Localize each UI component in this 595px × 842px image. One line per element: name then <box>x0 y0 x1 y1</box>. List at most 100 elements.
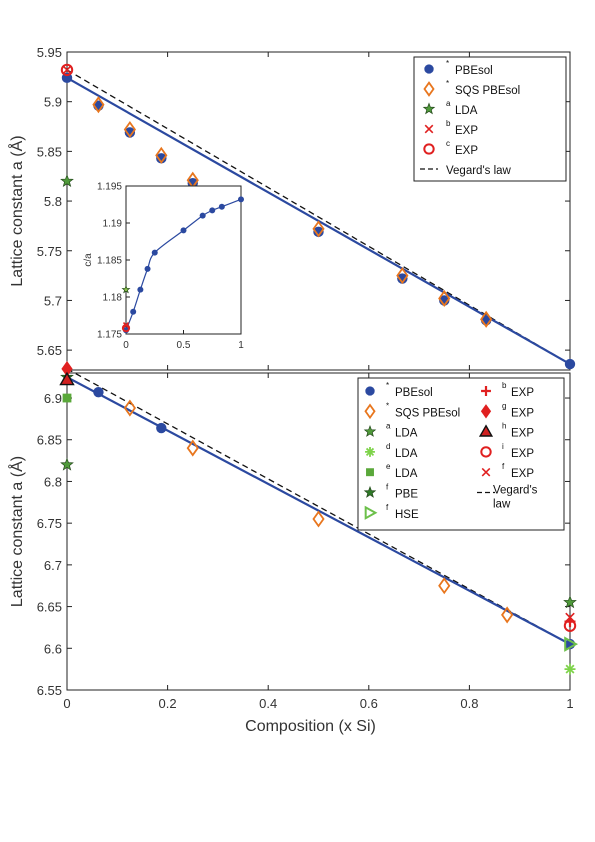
bottom-point-9-0-shape <box>59 371 75 386</box>
top-legend-marker-0 <box>424 64 434 74</box>
bottom-y-axis-label: Lattice constant a (Å) <box>7 456 26 607</box>
bottom-legend-marker-7-shape <box>481 386 491 396</box>
top-point-1-0-shape <box>92 96 105 114</box>
bottom-x-tick-label: 0.2 <box>159 696 177 711</box>
bottom-legend-label-7: EXP <box>511 387 534 399</box>
top-point-0-7-shape <box>397 273 408 284</box>
top-legend-marker-4-shape <box>423 143 435 155</box>
bottom-point-10-0-shape <box>563 619 577 632</box>
inset-y-tick-label: 1.19 <box>103 219 123 230</box>
bottom-legend-marker-8 <box>480 404 492 419</box>
top-y-axis-label: Lattice constant a (Å) <box>7 135 26 286</box>
top-point-0-6-shape <box>313 226 324 238</box>
top-y-tick-label: 5.65 <box>37 343 62 358</box>
top-legend-label-1: SQS PBEsol <box>455 85 520 97</box>
bottom-legend-sup-8: g <box>502 401 506 410</box>
bottom-legend-sup-7: b <box>502 381 507 390</box>
top-y-tick-label: 5.8 <box>44 194 62 209</box>
top-y-tick-label: 5.75 <box>37 244 62 259</box>
bottom-point-4-0-shape <box>62 393 72 403</box>
bottom-point-1-0 <box>123 399 136 417</box>
inset-point <box>180 227 187 234</box>
inset-y-axis-label: c/a <box>83 253 94 267</box>
top-legend-sup-0: * <box>446 59 449 68</box>
top-point-2-0-shape <box>60 173 74 188</box>
top-point-1-6-shape <box>438 289 451 307</box>
inset-x-tick-label: 1 <box>238 340 244 351</box>
bottom-x-tick-label: 0 <box>63 696 70 711</box>
bottom-legend-marker-2 <box>363 425 377 437</box>
top-point-2-0 <box>60 173 74 188</box>
top-point-3-0 <box>62 65 72 75</box>
top-vegard-line <box>66 69 571 365</box>
inset-point <box>199 212 206 219</box>
bottom-y-tick-label: 6.75 <box>37 516 62 531</box>
top-point-3-0-shape <box>62 65 72 75</box>
top-point-0-2-shape <box>124 127 136 138</box>
bottom-legend-label-2: LDA <box>395 428 418 440</box>
bottom-legend-sup-6: f <box>386 503 389 512</box>
top-point-1-2 <box>155 146 168 164</box>
top-legend-sup-1: * <box>446 79 449 88</box>
top-point-0-3-shape <box>156 153 167 164</box>
top-point-0-6 <box>313 226 324 238</box>
bottom-x-tick-label: 0.4 <box>259 696 277 711</box>
bottom-legend-marker-3 <box>365 446 375 457</box>
bottom-legend-marker-0-shape <box>365 386 375 396</box>
bottom-point-10-0 <box>563 619 577 632</box>
bottom-legend-marker-11-shape <box>481 467 491 477</box>
top-point-1-5-shape <box>396 267 409 285</box>
top-point-0-7 <box>397 273 408 284</box>
bottom-point-6-0-shape <box>564 636 579 652</box>
bottom-legend-marker-7 <box>481 386 491 396</box>
top-legend-marker-3 <box>424 124 434 134</box>
bottom-y-tick-label: 6.9 <box>44 391 62 406</box>
bottom-legend-label-0: PBEsol <box>395 387 433 399</box>
bottom-legend-marker-0 <box>365 386 375 396</box>
top-legend-marker-1 <box>423 81 435 97</box>
inset-point <box>130 308 137 315</box>
bottom-point-3-0 <box>564 663 576 675</box>
bottom-vegard-line <box>66 368 571 645</box>
bottom-legend-sup-0: * <box>386 381 389 390</box>
bottom-y-tick-label: 6.85 <box>37 433 62 448</box>
bottom-point-2-0-shape <box>60 457 74 471</box>
top-point-1-4 <box>312 220 325 238</box>
bottom-point-3-0-shape <box>564 663 576 675</box>
bottom-y-tick-label: 6.8 <box>44 474 62 489</box>
inset-y-tick-label: 1.18 <box>103 293 123 304</box>
inset-point <box>151 249 158 256</box>
bottom-point-9-0 <box>59 371 75 386</box>
bottom-point-11-0 <box>565 612 575 623</box>
top-legend-label-0: PBEsol <box>455 65 493 77</box>
top-legend-label-2: LDA <box>455 105 478 117</box>
top-plot-frame <box>66 51 571 371</box>
x-axis-label: Composition (x Si) <box>245 718 376 735</box>
bottom-point-1-4-shape <box>501 606 514 624</box>
bottom-legend-marker-10-shape <box>480 446 492 458</box>
bottom-legend-marker-2-shape <box>363 425 377 437</box>
bottom-x-tick-label: 0.8 <box>460 696 478 711</box>
bottom-legend-marker-11 <box>481 467 491 477</box>
bottom-y-tick-label: 6.6 <box>44 641 62 656</box>
inset-frame <box>125 185 242 335</box>
top-legend-marker-4 <box>423 143 435 155</box>
bottom-point-1-3 <box>438 577 451 595</box>
bottom-x-tick-label: 0.6 <box>360 696 378 711</box>
bottom-point-0-1 <box>156 422 167 434</box>
inset-extra-point-0-shape <box>121 284 131 294</box>
top-point-1-5 <box>396 267 409 285</box>
bottom-y-tick-label: 6.55 <box>37 683 62 698</box>
bottom-point-1-0-shape <box>123 399 136 417</box>
inset-y-tick-label: 1.175 <box>97 330 122 341</box>
bottom-point-0-0 <box>93 386 104 398</box>
top-legend-marker-1-shape <box>423 81 435 97</box>
top-legend-marker-0-shape <box>424 64 434 74</box>
top-y-tick-label: 5.7 <box>44 293 62 308</box>
top-point-1-4-shape <box>312 220 325 238</box>
bottom-point-1-2 <box>312 510 325 528</box>
bottom-point-4-0 <box>62 393 72 403</box>
top-y-tick-label: 5.9 <box>44 95 62 110</box>
bottom-legend-marker-9 <box>478 424 494 437</box>
